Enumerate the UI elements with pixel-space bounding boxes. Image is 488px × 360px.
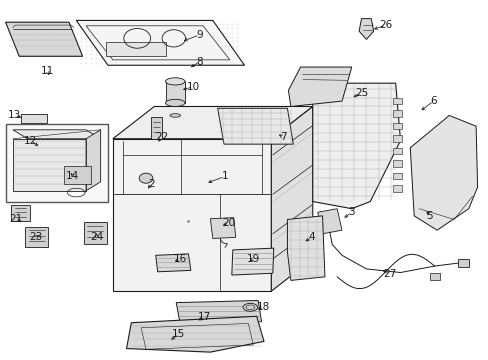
Polygon shape — [113, 139, 271, 291]
Polygon shape — [358, 19, 373, 40]
Polygon shape — [392, 160, 401, 167]
Polygon shape — [231, 248, 273, 275]
Text: 12: 12 — [24, 136, 38, 145]
Polygon shape — [25, 226, 48, 247]
Text: 21: 21 — [10, 214, 23, 224]
Polygon shape — [165, 81, 184, 103]
Polygon shape — [176, 301, 261, 324]
Polygon shape — [210, 218, 235, 238]
Polygon shape — [64, 166, 91, 184]
Polygon shape — [105, 42, 166, 56]
Polygon shape — [392, 185, 401, 192]
Text: 6: 6 — [429, 96, 436, 106]
Polygon shape — [392, 173, 401, 179]
Text: 27: 27 — [383, 269, 396, 279]
Polygon shape — [76, 21, 244, 65]
Polygon shape — [392, 135, 401, 141]
Polygon shape — [288, 67, 351, 107]
Polygon shape — [5, 22, 82, 56]
Text: 3: 3 — [348, 207, 354, 217]
Polygon shape — [11, 205, 30, 221]
Polygon shape — [151, 117, 161, 139]
Polygon shape — [287, 216, 325, 280]
Ellipse shape — [165, 78, 184, 85]
Polygon shape — [392, 110, 401, 117]
Text: 1: 1 — [221, 171, 228, 181]
Text: 18: 18 — [256, 302, 269, 312]
Text: 9: 9 — [196, 30, 203, 40]
Polygon shape — [21, 114, 47, 123]
Text: 8: 8 — [196, 57, 203, 67]
Text: 22: 22 — [155, 132, 168, 142]
Text: 24: 24 — [90, 232, 103, 242]
Text: 5: 5 — [426, 211, 432, 221]
Polygon shape — [86, 130, 101, 191]
Polygon shape — [271, 107, 312, 291]
Text: 20: 20 — [222, 218, 235, 228]
Text: 14: 14 — [66, 171, 80, 181]
Text: 11: 11 — [41, 66, 54, 76]
Polygon shape — [312, 83, 400, 209]
Ellipse shape — [243, 303, 257, 311]
Polygon shape — [113, 107, 312, 139]
Text: 13: 13 — [8, 111, 21, 121]
Polygon shape — [392, 123, 401, 129]
Text: 19: 19 — [246, 254, 259, 264]
Polygon shape — [126, 316, 264, 352]
Text: 4: 4 — [308, 232, 314, 242]
Polygon shape — [5, 125, 108, 202]
Text: 26: 26 — [379, 20, 392, 30]
Circle shape — [139, 173, 153, 183]
Polygon shape — [429, 273, 439, 280]
Ellipse shape — [165, 99, 184, 107]
Polygon shape — [409, 116, 477, 230]
Text: 2: 2 — [148, 179, 155, 189]
Text: 10: 10 — [186, 82, 200, 92]
Polygon shape — [392, 98, 401, 104]
Text: 7: 7 — [280, 132, 286, 142]
Ellipse shape — [169, 114, 180, 117]
Text: 25: 25 — [354, 88, 367, 98]
Text: 16: 16 — [173, 254, 186, 264]
Text: 17: 17 — [198, 312, 211, 322]
Polygon shape — [217, 108, 293, 144]
Polygon shape — [317, 209, 341, 234]
Text: 23: 23 — [29, 232, 42, 242]
Polygon shape — [83, 222, 107, 244]
Text: 15: 15 — [172, 329, 185, 339]
Polygon shape — [392, 148, 401, 154]
Polygon shape — [156, 254, 190, 272]
Polygon shape — [13, 139, 86, 191]
Polygon shape — [457, 259, 468, 267]
Polygon shape — [13, 130, 101, 139]
